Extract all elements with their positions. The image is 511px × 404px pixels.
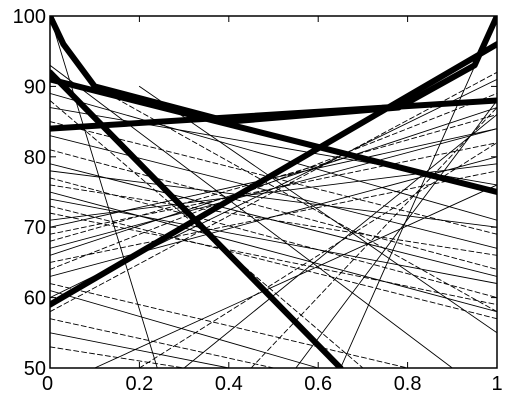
series-line-hyperplane-15	[50, 283, 409, 368]
series-line-hyperplane-14	[50, 156, 497, 277]
x-tick-label: 0.2	[125, 373, 153, 395]
y-tick-label: 70	[24, 217, 46, 239]
series-line-hyperplane-34	[50, 64, 453, 368]
series-line-hyperplane-17	[50, 318, 274, 368]
series-line-hyperplane-27	[50, 212, 497, 306]
series-line-thick-ascending	[50, 41, 497, 308]
series-line-hyperplane-16	[50, 290, 319, 368]
y-tick-label: 50	[24, 358, 46, 380]
series-line-hyperplane-20	[50, 16, 158, 368]
series-line-upper-band	[50, 97, 497, 132]
series-line-hyperplane-39	[138, 142, 497, 368]
ticks-layer: 0 0.2 0.4 0.6 0.8 1 50 60 70 80 90 100	[13, 6, 503, 395]
y-tick-label: 60	[24, 288, 46, 310]
series-line-hyperplane-29	[50, 114, 497, 242]
x-tick-label: 0	[42, 373, 53, 395]
series-line-hyperplane-26	[50, 198, 497, 284]
series-line-hyperplane-07	[50, 177, 497, 299]
x-tick-label: 0.4	[215, 373, 243, 395]
plot-frame	[49, 15, 498, 369]
series-line-hyperplane-36	[183, 114, 497, 368]
series-line-hyperplane-33	[50, 71, 497, 313]
series-line-hyperplane-31	[50, 92, 497, 270]
series-line-hyperplane-09	[50, 205, 497, 320]
series-line-hyperplane-24	[50, 170, 497, 228]
series-line-hyperplane-18	[50, 332, 230, 368]
series-layer	[50, 16, 497, 368]
series-line-hyperplane-38	[295, 100, 497, 368]
series-line-hyperplane-35	[50, 100, 364, 368]
x-tick-label: 0.6	[304, 373, 332, 395]
series-line-mid-band	[50, 76, 497, 195]
series-line-hyperplane-08	[50, 191, 497, 313]
x-tick-label: 1	[491, 373, 502, 395]
series-line-hyperplane-25	[50, 184, 497, 256]
y-tick-label: 90	[24, 76, 46, 98]
series-line-hyperplane-37	[250, 107, 497, 368]
series-line-hyperplane-40	[94, 184, 497, 368]
y-tick-label: 80	[24, 147, 46, 169]
y-tick-label: 100	[13, 6, 46, 28]
series-line-hyperplane-03	[50, 121, 497, 235]
series-line-hyperplane-05	[50, 149, 497, 270]
x-tick-label: 0.8	[394, 373, 422, 395]
series-line-hyperplane-22	[138, 85, 497, 334]
